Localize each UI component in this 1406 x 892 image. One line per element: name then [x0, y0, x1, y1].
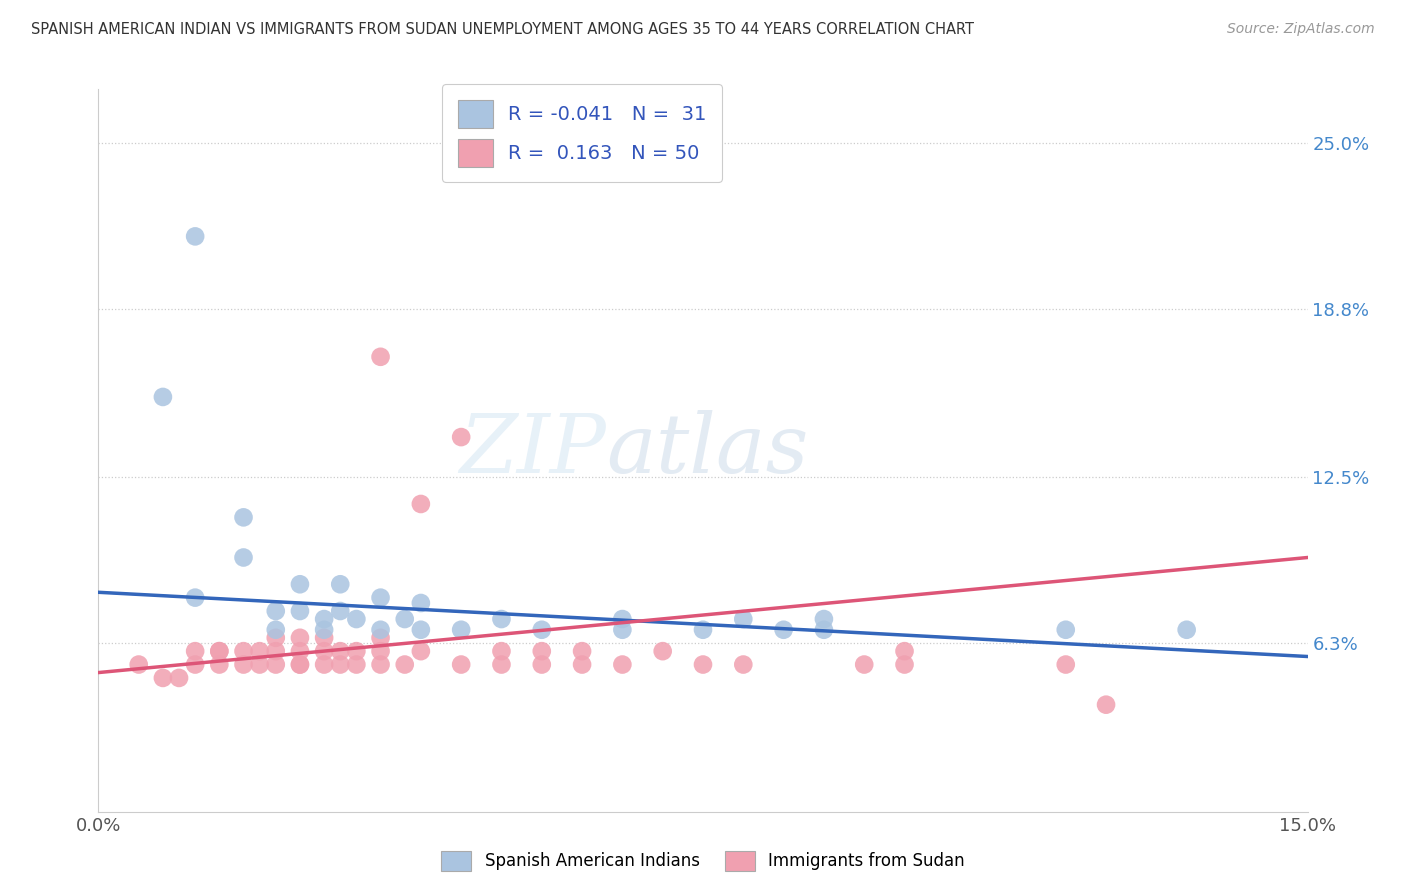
Point — [184, 591, 207, 605]
Point — [314, 623, 336, 637]
Point — [264, 657, 287, 672]
Point — [571, 644, 593, 658]
Point — [232, 510, 254, 524]
Point — [772, 623, 794, 637]
Point — [1175, 623, 1198, 637]
Point — [853, 657, 876, 672]
Point — [264, 644, 287, 658]
Point — [409, 644, 432, 658]
Point — [370, 657, 392, 672]
Point — [184, 657, 207, 672]
Legend: Spanish American Indians, Immigrants from Sudan: Spanish American Indians, Immigrants fro… — [433, 842, 973, 880]
Point — [344, 644, 367, 658]
Point — [329, 577, 352, 591]
Point — [249, 657, 271, 672]
Point — [651, 644, 673, 658]
Point — [370, 350, 392, 364]
Point — [314, 644, 336, 658]
Point — [288, 604, 311, 618]
Point — [264, 631, 287, 645]
Point — [288, 577, 311, 591]
Point — [692, 657, 714, 672]
Point — [208, 644, 231, 658]
Point — [571, 657, 593, 672]
Point — [329, 604, 352, 618]
Point — [232, 657, 254, 672]
Text: atlas: atlas — [606, 410, 808, 491]
Point — [409, 497, 432, 511]
Point — [329, 657, 352, 672]
Point — [167, 671, 190, 685]
Point — [394, 612, 416, 626]
Point — [893, 657, 915, 672]
Point — [152, 390, 174, 404]
Point — [249, 644, 271, 658]
Point — [813, 623, 835, 637]
Point — [288, 657, 311, 672]
Point — [491, 644, 513, 658]
Point — [288, 644, 311, 658]
Text: Source: ZipAtlas.com: Source: ZipAtlas.com — [1227, 22, 1375, 37]
Point — [288, 631, 311, 645]
Point — [184, 229, 207, 244]
Point — [813, 612, 835, 626]
Point — [394, 657, 416, 672]
Legend: R = -0.041   N =  31, R =  0.163   N = 50: R = -0.041 N = 31, R = 0.163 N = 50 — [441, 85, 723, 182]
Point — [232, 644, 254, 658]
Point — [314, 612, 336, 626]
Point — [491, 657, 513, 672]
Point — [128, 657, 150, 672]
Point — [264, 604, 287, 618]
Point — [612, 612, 634, 626]
Point — [370, 631, 392, 645]
Point — [733, 657, 755, 672]
Point — [530, 644, 553, 658]
Point — [733, 612, 755, 626]
Point — [1095, 698, 1118, 712]
Point — [450, 657, 472, 672]
Point — [288, 657, 311, 672]
Point — [370, 623, 392, 637]
Point — [208, 657, 231, 672]
Point — [329, 644, 352, 658]
Point — [450, 623, 472, 637]
Point — [1054, 623, 1077, 637]
Point — [232, 550, 254, 565]
Point — [409, 623, 432, 637]
Point — [208, 644, 231, 658]
Point — [612, 657, 634, 672]
Point — [314, 631, 336, 645]
Point — [692, 623, 714, 637]
Point — [409, 596, 432, 610]
Text: SPANISH AMERICAN INDIAN VS IMMIGRANTS FROM SUDAN UNEMPLOYMENT AMONG AGES 35 TO 4: SPANISH AMERICAN INDIAN VS IMMIGRANTS FR… — [31, 22, 974, 37]
Point — [491, 612, 513, 626]
Point — [370, 644, 392, 658]
Point — [184, 644, 207, 658]
Point — [530, 657, 553, 672]
Point — [314, 657, 336, 672]
Point — [530, 623, 553, 637]
Point — [1054, 657, 1077, 672]
Text: ZIP: ZIP — [460, 410, 606, 491]
Point — [612, 623, 634, 637]
Point — [344, 657, 367, 672]
Point — [264, 623, 287, 637]
Point — [344, 612, 367, 626]
Point — [152, 671, 174, 685]
Point — [370, 591, 392, 605]
Point — [450, 430, 472, 444]
Point — [893, 644, 915, 658]
